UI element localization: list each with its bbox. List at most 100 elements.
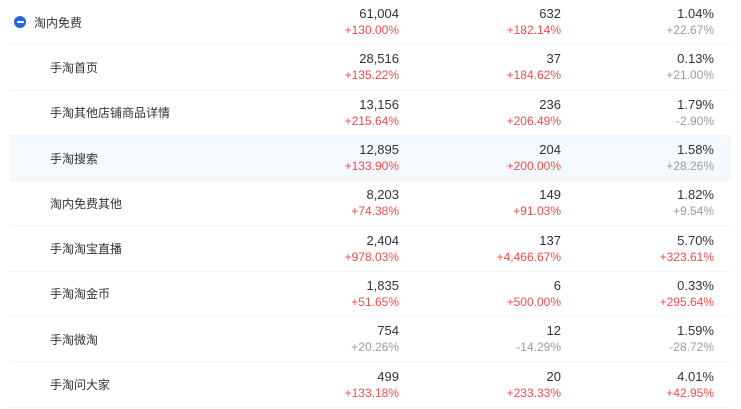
- metric-cell: 8,203 +74.38%: [229, 181, 399, 225]
- metric-cell: 204 +200.00%: [399, 136, 561, 180]
- table-row-shoutao-search[interactable]: 手淘搜索 12,895 +133.90% 204 +200.00% 1.58% …: [10, 135, 731, 182]
- table-row-shoutao-home[interactable]: 手淘首页 28,516 +135.22% 37 +184.62% 0.13% +…: [10, 45, 731, 91]
- metric-change: +74.38%: [351, 204, 399, 219]
- table-row-shoutao-wendajia[interactable]: 手淘问大家 499 +133.18% 20 +233.33% 4.01% +42…: [10, 362, 731, 408]
- metric-cell: 754 +20.26%: [229, 317, 399, 361]
- metric-cell: 0.33% +295.64%: [561, 272, 714, 316]
- metric-cell: 12,895 +133.90%: [229, 136, 399, 180]
- metric-cell: 1.58% +28.26%: [561, 136, 714, 180]
- table-row-shoutao-gold-coin[interactable]: 手淘淘金币 1,835 +51.65% 6 +500.00% 0.33% +29…: [10, 271, 731, 318]
- metric-value: 1.58%: [677, 142, 714, 158]
- metric-cell: 20 +233.33%: [399, 362, 561, 406]
- metric-value: 5.70%: [677, 232, 714, 248]
- metric-value: 137: [539, 232, 561, 248]
- metric-value: 8,203: [366, 187, 399, 203]
- metric-value: 632: [539, 6, 561, 22]
- table-row-shoutao-weitao[interactable]: 手淘微淘 754 +20.26% 12 -14.29% 1.59% -28.72…: [10, 317, 731, 363]
- metric-value: 2,404: [366, 232, 399, 248]
- metric-change: +9.54%: [672, 204, 714, 219]
- table-row-taonei-free-other[interactable]: 淘内免费其他 8,203 +74.38% 149 +91.03% 1.82% +…: [10, 181, 731, 227]
- metric-value: 20: [546, 368, 561, 384]
- row-label[interactable]: 淘内免费: [34, 15, 83, 30]
- metric-change: +978.03%: [344, 249, 399, 264]
- metric-cell: 28,516 +135.22%: [229, 45, 399, 89]
- metric-cell: 13,156 +215.64%: [229, 91, 399, 135]
- row-label[interactable]: 淘内免费其他: [50, 196, 123, 211]
- metric-change: +182.14%: [506, 23, 561, 38]
- metric-change: +4,466.67%: [496, 249, 561, 264]
- metric-change: +51.65%: [351, 294, 399, 309]
- metric-cell: 0.13% +21.00%: [561, 45, 714, 89]
- row-label[interactable]: 手淘微淘: [50, 332, 99, 347]
- table-row-shoutao-other-shop-detail[interactable]: 手淘其他店铺商品详情 13,156 +215.64% 236 +206.49% …: [10, 90, 731, 136]
- row-label[interactable]: 手淘淘金币: [50, 287, 111, 302]
- metric-change: +295.64%: [659, 294, 714, 309]
- metric-change: -14.29%: [516, 340, 561, 355]
- metric-cell: 6 +500.00%: [399, 272, 561, 316]
- metric-change: +42.95%: [666, 385, 714, 400]
- metric-change: +323.61%: [659, 249, 714, 264]
- metric-value: 28,516: [359, 51, 399, 67]
- metric-change: +21.00%: [666, 68, 714, 83]
- metric-change: +28.26%: [666, 159, 714, 174]
- metric-cell: 4.01% +42.95%: [561, 362, 714, 406]
- metric-value: 6: [553, 277, 561, 293]
- metric-value: 1,835: [366, 277, 399, 293]
- metric-change: +500.00%: [506, 294, 561, 309]
- metric-value: 4.01%: [677, 368, 714, 384]
- metric-cell: 37 +184.62%: [399, 45, 561, 89]
- metric-value: 1.04%: [677, 6, 714, 22]
- metric-value: 204: [539, 142, 561, 158]
- metric-change: +135.22%: [344, 68, 399, 83]
- metric-cell: 632 +182.14%: [399, 0, 561, 44]
- metric-change: +22.67%: [666, 23, 714, 38]
- metric-value: 37: [546, 51, 561, 67]
- metric-cell: 1.79% -2.90%: [561, 91, 714, 135]
- metric-change: +233.33%: [506, 385, 561, 400]
- table-row-taonei-free[interactable]: 淘内免费 61,004 +130.00% 632 +182.14% 1.04% …: [10, 0, 731, 46]
- traffic-source-table: 淘内免费 61,004 +130.00% 632 +182.14% 1.04% …: [10, 0, 731, 408]
- metric-change: +184.62%: [506, 68, 561, 83]
- metric-change: +215.64%: [344, 113, 399, 128]
- metric-value: 0.33%: [677, 277, 714, 293]
- metric-value: 12,895: [359, 142, 399, 158]
- row-label[interactable]: 手淘问大家: [50, 378, 111, 393]
- metric-cell: 149 +91.03%: [399, 181, 561, 225]
- metric-change: +130.00%: [344, 23, 399, 38]
- row-label[interactable]: 手淘首页: [50, 60, 99, 75]
- table-row-shoutao-live[interactable]: 手淘淘宝直播 2,404 +978.03% 137 +4,466.67% 5.7…: [10, 226, 731, 272]
- metric-value: 13,156: [359, 96, 399, 112]
- metric-cell: 1,835 +51.65%: [229, 272, 399, 316]
- metric-cell: 12 -14.29%: [399, 317, 561, 361]
- metric-value: 12: [546, 323, 561, 339]
- metric-cell: 1.82% +9.54%: [561, 181, 714, 225]
- metric-change: +206.49%: [506, 113, 561, 128]
- metric-cell: 137 +4,466.67%: [399, 226, 561, 270]
- metric-value: 149: [539, 187, 561, 203]
- metric-value: 1.79%: [677, 96, 714, 112]
- metric-cell: 5.70% +323.61%: [561, 226, 714, 270]
- row-label[interactable]: 手淘其他店铺商品详情: [50, 106, 171, 121]
- metric-change: -2.90%: [675, 113, 714, 128]
- metric-value: 61,004: [359, 6, 399, 22]
- metric-change: -28.72%: [669, 340, 714, 355]
- metric-value: 1.82%: [677, 187, 714, 203]
- metric-cell: 1.04% +22.67%: [561, 0, 714, 44]
- metric-value: 236: [539, 96, 561, 112]
- metric-cell: 236 +206.49%: [399, 91, 561, 135]
- metric-cell: 1.59% -28.72%: [561, 317, 714, 361]
- metric-value: 1.59%: [677, 323, 714, 339]
- metric-change: +91.03%: [513, 204, 561, 219]
- row-label[interactable]: 手淘搜索: [50, 151, 99, 166]
- metric-value: 754: [377, 323, 399, 339]
- metric-change: +133.90%: [344, 159, 399, 174]
- metric-change: +133.18%: [344, 385, 399, 400]
- metric-cell: 499 +133.18%: [229, 362, 399, 406]
- metric-value: 0.13%: [677, 51, 714, 67]
- metric-value: 499: [377, 368, 399, 384]
- collapse-minus-icon[interactable]: [14, 16, 26, 29]
- metric-cell: 61,004 +130.00%: [229, 0, 399, 44]
- metric-change: +20.26%: [351, 340, 399, 355]
- metric-change: +200.00%: [506, 159, 561, 174]
- row-label[interactable]: 手淘淘宝直播: [50, 242, 123, 257]
